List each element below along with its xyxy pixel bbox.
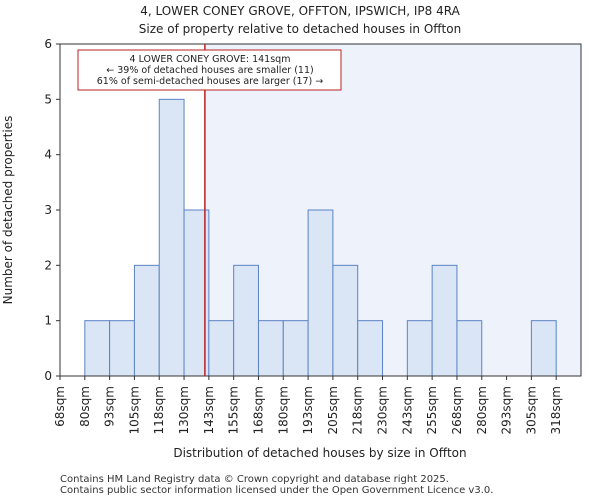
bar-93sqm <box>109 320 135 377</box>
bar-118sqm <box>158 98 185 377</box>
x-tick-label-205sqm: 205sqm <box>326 386 340 434</box>
bar-193sqm <box>307 209 334 377</box>
x-tick-label-93sqm: 93sqm <box>103 386 117 427</box>
x-tick-label-130sqm: 130sqm <box>177 386 191 434</box>
y-tick-label-6: 6 <box>44 37 52 51</box>
x-tick-label-118sqm: 118sqm <box>152 386 166 434</box>
x-tick-label-293sqm: 293sqm <box>500 386 514 434</box>
annotation-line-3: 61% of semi-detached houses are larger (… <box>97 76 324 87</box>
annotation-line-1: 4 LOWER CONEY GROVE: 141sqm <box>130 54 291 65</box>
bar-243sqm <box>406 320 433 377</box>
x-tick-label-143sqm: 143sqm <box>202 386 216 434</box>
annotation-line-2: ← 39% of detached houses are smaller (11… <box>106 65 313 76</box>
x-tick-label-318sqm: 318sqm <box>549 386 563 434</box>
x-tick-label-268sqm: 268sqm <box>450 386 464 434</box>
x-axis-label: Distribution of detached houses by size … <box>173 446 466 460</box>
bar-143sqm <box>208 320 235 377</box>
x-tick-label-180sqm: 180sqm <box>276 386 290 434</box>
footer-licence: Contains public sector information licen… <box>60 485 494 496</box>
y-tick-label-5: 5 <box>44 92 52 106</box>
bar-305sqm <box>530 320 557 377</box>
x-tick-label-243sqm: 243sqm <box>400 386 414 434</box>
y-axis-label: Number of detached properties <box>1 116 15 305</box>
x-tick-label-193sqm: 193sqm <box>301 386 315 434</box>
bar-268sqm <box>456 320 483 377</box>
bar-105sqm <box>133 264 160 377</box>
footer-copyright: Contains HM Land Registry data © Crown c… <box>60 474 449 485</box>
bar-168sqm <box>257 320 284 377</box>
x-tick-label-280sqm: 280sqm <box>475 386 489 434</box>
chart-title-line1: 4, LOWER CONEY GROVE, OFFTON, IPSWICH, I… <box>140 4 460 18</box>
bar-218sqm <box>357 320 384 377</box>
x-tick-label-155sqm: 155sqm <box>227 386 241 434</box>
chart-title-line2: Size of property relative to detached ho… <box>139 22 461 36</box>
bar-180sqm <box>282 320 309 377</box>
x-tick-label-105sqm: 105sqm <box>127 386 141 434</box>
bar-80sqm <box>84 320 111 377</box>
bar-155sqm <box>233 264 259 377</box>
x-tick-label-255sqm: 255sqm <box>425 386 439 434</box>
annotation-box <box>77 49 342 91</box>
x-tick-label-230sqm: 230sqm <box>376 386 390 434</box>
bar-205sqm <box>332 264 359 377</box>
x-tick-label-80sqm: 80sqm <box>78 386 92 427</box>
y-tick-label-1: 1 <box>44 314 52 328</box>
y-tick-label-4: 4 <box>44 148 52 162</box>
y-tick-label-3: 3 <box>44 203 52 217</box>
bar-255sqm <box>431 264 458 377</box>
x-tick-label-218sqm: 218sqm <box>351 386 365 434</box>
x-tick-label-305sqm: 305sqm <box>524 386 538 434</box>
x-tick-label-168sqm: 168sqm <box>251 386 265 434</box>
y-tick-label-2: 2 <box>44 258 52 272</box>
x-tick-label-68sqm: 68sqm <box>53 386 67 427</box>
y-tick-label-0: 0 <box>44 369 52 383</box>
plot-area: 0 1 2 3 4 5 6 68sqm 80sqm 93sqm 105sqm 118sqm 130sqm… <box>44 37 582 434</box>
